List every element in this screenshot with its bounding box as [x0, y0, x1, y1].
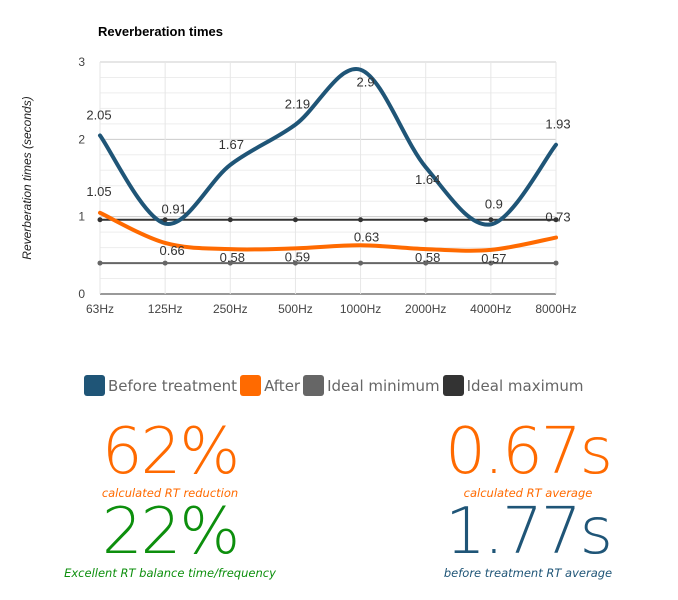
data-label-after: 1.05 — [86, 184, 111, 199]
data-label-after: 0.58 — [220, 250, 245, 265]
point-ideal-minimum — [358, 260, 364, 266]
x-tick-label: 1000Hz — [340, 302, 381, 316]
point-ideal-minimum — [553, 260, 559, 266]
point-ideal-minimum — [162, 260, 168, 266]
stat-before-average-caption: before treatment RT average — [443, 566, 613, 580]
point-ideal-maximum — [423, 217, 429, 223]
stat-after-average-value: 0.67s — [445, 415, 613, 489]
legend-item-before[interactable]: Before treatment — [84, 375, 237, 396]
chart-title: Reverberation times — [98, 24, 223, 39]
chart-legend: Before treatment After Ideal minimum Ide… — [84, 375, 586, 396]
stat-rt-balance-value: 22% — [101, 495, 240, 569]
x-tick-label: 8000Hz — [535, 302, 576, 316]
y-tick-label: 2 — [78, 132, 85, 146]
y-axis-label: Reverberation times (seconds) — [20, 96, 34, 259]
x-tick-label: 500Hz — [278, 302, 313, 316]
legend-item-after[interactable]: After — [240, 375, 300, 396]
data-label-before-treatment: 2.9 — [357, 75, 375, 90]
chart-axis-labels: 0 1 2 3 63Hz 125Hz 250Hz 500Hz 1000Hz 2000Hz 4000H… — [78, 55, 576, 316]
data-label-before-treatment: 1.64 — [415, 172, 440, 187]
point-ideal-minimum — [488, 260, 494, 266]
series-points — [97, 217, 559, 266]
y-tick-label: 1 — [78, 210, 85, 224]
legend-swatch-before — [84, 375, 105, 396]
legend-label-after: After — [264, 376, 301, 395]
reverberation-chart: Reverberation times Reverberation times … — [20, 24, 577, 316]
series-lines — [98, 67, 558, 265]
stat-rt-reduction: 62% calculated RT reduction — [40, 420, 300, 500]
x-tick-label: 2000Hz — [405, 302, 446, 316]
legend-item-ideal-maximum[interactable]: Ideal maximum — [442, 375, 584, 396]
point-ideal-minimum — [292, 260, 298, 266]
stat-after-average-caption: calculated RT average — [463, 486, 593, 500]
y-tick-label: 0 — [78, 287, 85, 301]
data-label-before-treatment: 0.91 — [161, 202, 186, 217]
point-ideal-maximum — [162, 217, 168, 223]
stat-rt-reduction-caption: calculated RT reduction — [101, 486, 239, 500]
y-tick-label: 3 — [78, 55, 85, 69]
legend-label-ideal-maximum: Ideal maximum — [466, 376, 584, 395]
data-labels: 2.05 0.91 1.67 2.19 2.9 1.64 0.9 1.93 1.05 0.66 0.… — [86, 75, 570, 266]
point-ideal-maximum — [227, 217, 233, 223]
stat-after-average: 0.67s calculated RT average — [398, 420, 658, 500]
point-ideal-maximum — [358, 217, 364, 223]
data-label-before-treatment: 1.67 — [219, 137, 244, 152]
legend-label-before: Before treatment — [108, 376, 238, 395]
legend-item-ideal-minimum[interactable]: Ideal minimum — [303, 375, 440, 396]
data-label-after: 0.58 — [415, 250, 440, 265]
stat-rt-balance: 22% Excellent RT balance time/frequency — [40, 500, 300, 580]
point-ideal-minimum — [227, 260, 233, 266]
point-ideal-maximum — [292, 217, 298, 223]
x-tick-label: 4000Hz — [470, 302, 511, 316]
stat-before-average: 1.77s before treatment RT average — [398, 500, 658, 580]
legend-label-ideal-minimum: Ideal minimum — [327, 376, 440, 395]
legend-swatch-ideal-maximum — [442, 375, 464, 396]
point-ideal-maximum — [488, 217, 494, 223]
data-label-after: 0.66 — [159, 243, 184, 258]
point-ideal-maximum — [553, 217, 559, 223]
series-line-after — [98, 210, 558, 253]
series-line-before-treatment — [98, 67, 558, 227]
data-label-before-treatment: 2.19 — [285, 97, 310, 112]
stat-rt-balance-caption: Excellent RT balance time/frequency — [64, 566, 276, 580]
point-ideal-minimum — [423, 260, 429, 266]
x-tick-label: 63Hz — [86, 302, 114, 316]
x-tick-label: 250Hz — [213, 302, 248, 316]
point-ideal-minimum — [97, 260, 103, 266]
x-tick-label: 125Hz — [148, 302, 183, 316]
data-label-before-treatment: 1.93 — [545, 117, 570, 132]
data-label-after: 0.73 — [545, 210, 570, 225]
stat-before-average-value: 1.77s — [445, 495, 613, 569]
data-label-before-treatment: 2.05 — [86, 107, 111, 122]
data-label-after: 0.57 — [481, 251, 506, 266]
point-ideal-maximum — [97, 217, 103, 223]
legend-swatch-after — [240, 375, 262, 396]
data-label-after: 0.63 — [354, 229, 379, 244]
data-label-before-treatment: 0.9 — [485, 196, 503, 211]
stat-rt-reduction-value: 62% — [101, 415, 240, 489]
legend-swatch-ideal-minimum — [303, 375, 325, 396]
data-label-after: 0.59 — [285, 249, 310, 264]
